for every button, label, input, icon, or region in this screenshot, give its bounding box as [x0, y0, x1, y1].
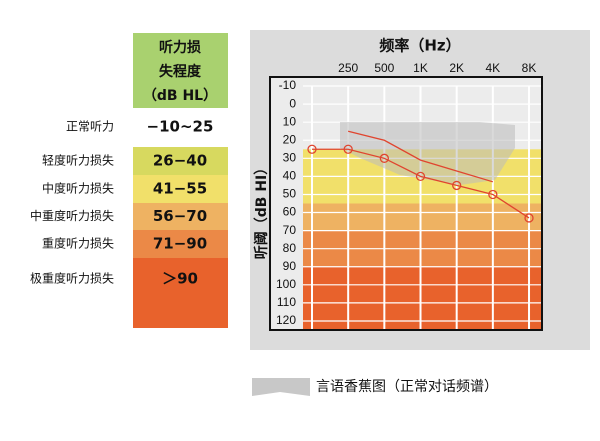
note: 言语香蕉图（正常对话频谱） [316, 379, 498, 395]
range-cell [133, 258, 228, 328]
y-tick-label: -10 [279, 78, 297, 92]
y-tick-label: 10 [283, 114, 297, 128]
point [488, 189, 498, 200]
hearing-band [303, 266, 542, 330]
point [524, 213, 534, 223]
point [307, 144, 317, 154]
x-tick-label: 2K [449, 61, 464, 75]
chart-title: 频率（Hz） [379, 37, 460, 55]
range-text: 26−40 [153, 152, 207, 170]
y-tick-label: 50 [283, 187, 297, 201]
y-axis-title: 听阈（dB HI） [253, 161, 270, 260]
level-label: 中重度听力损失 [30, 208, 114, 223]
y-tick-label: 60 [283, 205, 297, 219]
header-cell [133, 33, 228, 108]
series-line [348, 130, 494, 183]
y-tick-label: 20 [283, 132, 297, 146]
range-cell [133, 147, 228, 175]
range-text: 71−90 [153, 235, 207, 253]
y-tick-label: 110 [277, 295, 296, 309]
level-label: 中度听力损失 [42, 181, 114, 196]
point [343, 144, 353, 154]
range-text: ＞90 [162, 270, 198, 288]
y-tick-label: 70 [283, 223, 297, 237]
range-text: 56−70 [153, 207, 207, 225]
y-tick-label: 0 [289, 96, 296, 110]
point [379, 153, 389, 163]
header-text: 失程度 [159, 63, 202, 80]
x-tick-label: 1K [413, 61, 428, 75]
range-text: −10~25 [147, 118, 214, 136]
point [415, 171, 426, 182]
range-cell [133, 230, 228, 258]
hearing-band [303, 203, 542, 231]
y-tick-label: 40 [283, 169, 297, 183]
speech-banana [340, 122, 515, 185]
range-cell [133, 112, 228, 142]
banana-icon [252, 378, 310, 396]
y-tick-label: 30 [283, 150, 297, 164]
y-tick-label: 120 [276, 313, 296, 327]
plot-frame [269, 76, 543, 331]
header-text: 听力损 [159, 39, 201, 56]
x-tick-label: 8K [522, 61, 537, 75]
y-tick-label: 80 [283, 241, 297, 255]
range-cell [133, 203, 228, 230]
series-line [312, 148, 530, 219]
x-tick-label: 250 [338, 61, 358, 75]
level-label: 极重度听力损失 [30, 271, 114, 286]
y-tick-label: 100 [276, 277, 296, 291]
x-tick-label: 500 [374, 61, 394, 75]
range-cell [133, 175, 228, 203]
point [452, 180, 462, 191]
y-tick-label: 90 [283, 259, 297, 273]
level-label: 重度听力损失 [42, 236, 114, 251]
level-label: 正常听力 [66, 120, 114, 134]
level-label: 轻度听力损失 [42, 153, 114, 168]
header-text: （dB HL） [143, 88, 217, 104]
x-tick-label: 4K [486, 61, 501, 75]
range-text: 41−55 [153, 180, 207, 198]
